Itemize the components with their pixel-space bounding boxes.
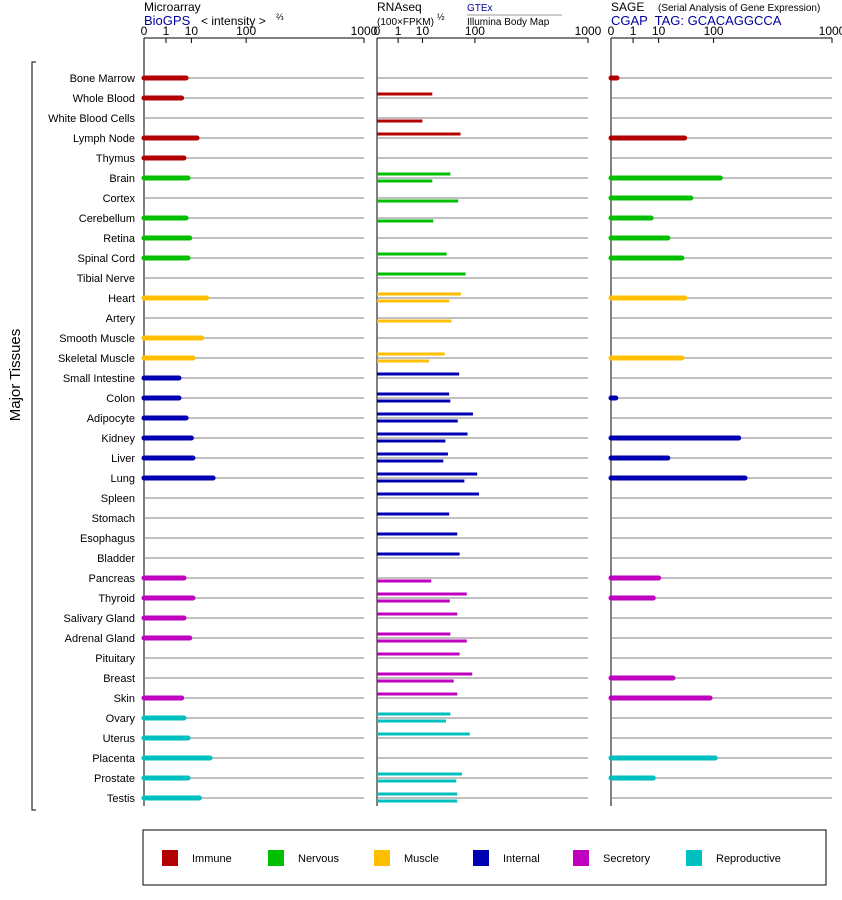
legend-label-immune: Immune xyxy=(192,853,232,865)
expression-bars xyxy=(141,75,748,803)
gtex-source-link[interactable]: GTEx xyxy=(467,3,493,14)
sage-tick-label: 10 xyxy=(652,24,666,38)
tissue-label: Pituitary xyxy=(95,653,135,665)
sage-header: SAGE (Serial Analysis of Gene Expression… xyxy=(611,0,820,28)
tissue-label: Placenta xyxy=(92,753,136,765)
microarray-header: Microarray BioGPS < intensity > ⅔ xyxy=(144,0,284,28)
microarray-scale-exponent: ⅔ xyxy=(276,12,284,22)
tissue-label: Bladder xyxy=(97,553,135,565)
tissue-label: Whole Blood xyxy=(73,93,135,105)
rnaseq-unit-exponent: ½ xyxy=(437,12,445,22)
tissue-label: Uterus xyxy=(103,733,136,745)
side-label: Major Tissues xyxy=(7,329,24,422)
sage-tag-link[interactable]: CGAP TAG: GCACAGGCCA xyxy=(611,13,782,28)
panel-axes: 011010010000110100100001101001000 xyxy=(141,24,842,806)
tissue-labels: Bone Marrow Whole Blood White Blood Cells L… xyxy=(48,73,136,805)
tissue-label: Lung xyxy=(111,473,135,485)
tissue-label: Lymph Node xyxy=(73,133,135,145)
tissue-label: Adipocyte xyxy=(87,413,135,425)
legend-swatch-immune xyxy=(162,850,178,866)
sage-tick-label: 1000 xyxy=(819,24,842,38)
tissue-label: Kidney xyxy=(101,433,135,445)
tissue-label: White Blood Cells xyxy=(48,113,135,125)
tissue-label: Ovary xyxy=(106,713,136,725)
tissue-label: Spinal Cord xyxy=(78,253,135,265)
rnaseq-header: RNAseq (100×FPKM) ½ GTEx Illumina Body M… xyxy=(377,0,562,28)
tissue-label: Testis xyxy=(107,793,136,805)
microarray-title: Microarray xyxy=(144,0,201,14)
tissue-label: Pancreas xyxy=(89,573,136,585)
tissue-label: Stomach xyxy=(92,513,135,525)
legend-swatch-muscle xyxy=(374,850,390,866)
major-tissues-bracket xyxy=(31,61,36,811)
legend-label-nervous: Nervous xyxy=(298,853,339,865)
tissue-label: Prostate xyxy=(94,773,135,785)
tissue-label: Colon xyxy=(106,393,135,405)
tissue-label: Heart xyxy=(108,293,135,305)
legend-label-muscle: Muscle xyxy=(404,853,439,865)
illumina-source: Illumina Body Map xyxy=(467,17,550,28)
microarray-tick-label: 1000 xyxy=(351,24,378,38)
sage-tick-label: 100 xyxy=(704,24,724,38)
rnaseq-title: RNAseq xyxy=(377,0,422,14)
tissue-label: Artery xyxy=(106,313,136,325)
legend-swatch-nervous xyxy=(268,850,284,866)
tissue-label: Bone Marrow xyxy=(70,73,135,85)
microarray-tick-label: 1 xyxy=(163,24,170,38)
tissue-label: Retina xyxy=(103,233,136,245)
tissue-label: Tibial Nerve xyxy=(77,273,135,285)
microarray-tick-label: 100 xyxy=(236,24,256,38)
tissue-label: Skin xyxy=(114,693,135,705)
legend-label-secretory: Secretory xyxy=(603,853,651,865)
tissue-label: Thymus xyxy=(96,153,136,165)
tissue-label: Smooth Muscle xyxy=(59,333,135,345)
microarray-source[interactable]: BioGPS xyxy=(144,13,191,28)
legend-label-reproductive: Reproductive xyxy=(716,853,781,865)
tissue-label: Spleen xyxy=(101,493,135,505)
rnaseq-tick-label: 1 xyxy=(395,24,402,38)
legend-swatch-secretory xyxy=(573,850,589,866)
legend-swatch-reproductive xyxy=(686,850,702,866)
tissue-label: Breast xyxy=(103,673,135,685)
rnaseq-tick-label: 100 xyxy=(465,24,485,38)
tissue-label: Thyroid xyxy=(98,593,135,605)
tissue-label: Adrenal Gland xyxy=(65,633,135,645)
tissue-label: Small Intestine xyxy=(63,373,135,385)
tissue-label: Cortex xyxy=(103,193,136,205)
tissue-label: Cerebellum xyxy=(79,213,135,225)
legend-label-internal: Internal xyxy=(503,853,540,865)
legend-swatch-internal xyxy=(473,850,489,866)
tissue-label: Skeletal Muscle xyxy=(58,353,135,365)
rnaseq-unit: (100×FPKM) xyxy=(377,17,434,28)
sage-tick-label: 1 xyxy=(630,24,637,38)
tissue-label: Liver xyxy=(111,453,135,465)
rnaseq-tick-label: 0 xyxy=(374,24,381,38)
microarray-scale-label: < intensity > xyxy=(201,14,266,28)
tissue-label: Brain xyxy=(109,173,135,185)
tissue-label: Salivary Gland xyxy=(63,613,135,625)
rnaseq-tick-label: 1000 xyxy=(575,24,602,38)
tissue-label: Esophagus xyxy=(80,533,136,545)
sage-description: (Serial Analysis of Gene Expression) xyxy=(658,3,820,14)
microarray-tick-label: 10 xyxy=(185,24,199,38)
microarray-tick-label: 0 xyxy=(141,24,148,38)
legend: Immune Nervous Muscle Internal Secretory Repr… xyxy=(142,829,827,886)
rnaseq-tick-label: 10 xyxy=(416,24,430,38)
sage-title: SAGE xyxy=(611,0,644,14)
sage-tick-label: 0 xyxy=(608,24,615,38)
